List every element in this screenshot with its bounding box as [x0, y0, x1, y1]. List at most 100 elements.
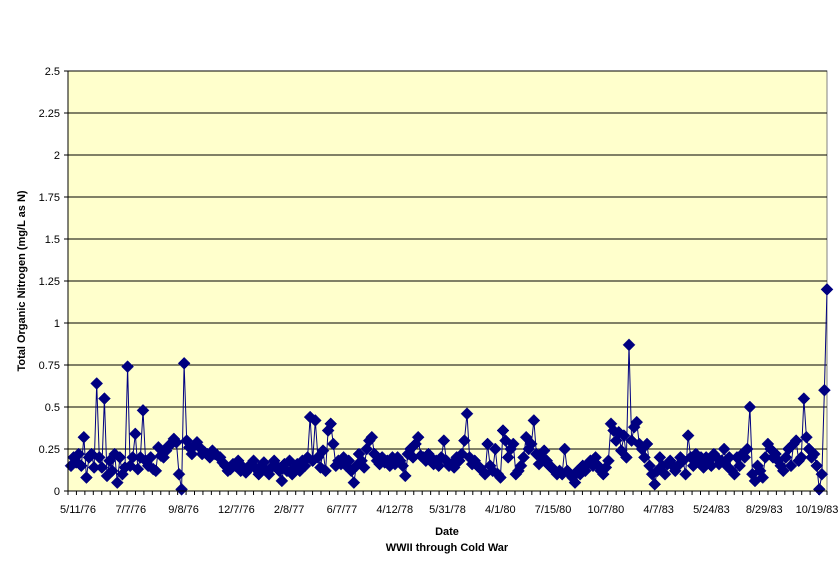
data-point	[494, 471, 507, 484]
x-tick-label: 2/8/77	[274, 504, 305, 516]
data-point	[776, 464, 790, 478]
data-point	[501, 451, 515, 464]
y-tick-label: 0.25	[39, 444, 60, 456]
data-point	[558, 442, 572, 456]
data-point	[303, 410, 317, 424]
x-tick-label: 8/29/83	[746, 504, 783, 516]
data-point	[141, 459, 155, 473]
data-point	[175, 482, 188, 496]
data-point	[488, 442, 502, 456]
data-point	[658, 467, 672, 481]
data-point	[134, 451, 147, 464]
data-point	[90, 377, 104, 390]
x-tick-label: 4/7/83	[643, 504, 674, 516]
data-point	[717, 442, 731, 456]
data-point	[411, 430, 425, 444]
data-point	[815, 467, 829, 481]
data-point	[524, 437, 538, 451]
x-tick-label: 10/7/80	[588, 504, 625, 516]
data-point	[800, 430, 813, 444]
data-point	[630, 415, 644, 429]
x-tick-label: 5/11/76	[60, 504, 96, 516]
x-tick-label: 10/19/83	[796, 504, 839, 516]
data-point	[648, 477, 662, 491]
data-point	[136, 404, 150, 417]
data-point	[316, 444, 330, 458]
data-point	[537, 444, 551, 458]
data-point	[74, 459, 88, 473]
data-point	[728, 467, 741, 481]
data-point	[308, 414, 322, 427]
x-axis-ticks: 5/11/76 7/7/76 9/8/76 12/7/76 2/8/77 6/7/77 4/…	[60, 491, 838, 516]
data-point	[784, 459, 798, 473]
data-point	[733, 459, 746, 473]
data-point	[92, 451, 106, 464]
data-point	[679, 467, 692, 481]
data-point	[396, 459, 410, 473]
x-tick-label: 12/7/76	[218, 504, 255, 516]
data-point	[527, 414, 541, 427]
data-point	[622, 338, 636, 352]
data-point	[609, 434, 623, 447]
y-axis-title: Total Organic Nitrogen (mg/L as N)	[16, 190, 28, 371]
data-point	[460, 407, 474, 421]
data-point	[398, 469, 412, 483]
data-point	[95, 461, 109, 474]
data-point	[357, 461, 371, 474]
data-point	[807, 447, 821, 461]
x-tick-label: 7/15/80	[535, 504, 572, 516]
x-tick-label: 4/1/80	[485, 504, 516, 516]
data-point	[72, 447, 86, 461]
x-tick-label: 5/24/83	[693, 504, 730, 516]
data-point	[789, 434, 803, 447]
y-tick-label: 1.5	[45, 234, 60, 246]
data-point	[437, 434, 451, 447]
data-point	[98, 392, 111, 405]
data-point	[740, 442, 754, 456]
y-tick-label: 2.25	[39, 108, 60, 120]
data-point	[105, 464, 119, 478]
y-axis-ticks: 0 0.25 0.5 0.75 1 1.25 1.5 1.75 2 2.25 2.5	[39, 66, 68, 498]
y-tick-label: 1	[54, 318, 60, 330]
x-tick-label: 5/31/78	[429, 504, 466, 516]
data-point	[314, 461, 327, 474]
data-point	[77, 430, 91, 444]
data-point	[324, 417, 338, 431]
data-point	[640, 437, 654, 451]
x-axis-subtitle: WWII through Cold War	[386, 542, 509, 554]
data-point	[170, 435, 183, 449]
y-tick-label: 1.75	[39, 192, 60, 204]
markers-group	[64, 283, 834, 496]
data-point	[347, 476, 361, 489]
data-point	[812, 482, 826, 496]
data-point	[481, 437, 494, 451]
data-point	[602, 454, 615, 468]
data-point	[121, 360, 134, 374]
data-point	[131, 462, 145, 476]
data-point	[172, 467, 186, 481]
data-point	[458, 434, 471, 447]
data-point	[743, 400, 757, 414]
data-point	[80, 471, 93, 484]
data-point	[756, 471, 770, 484]
x-tick-label: 7/7/76	[115, 504, 146, 516]
x-tick-label: 9/8/76	[168, 504, 199, 516]
data-point	[69, 456, 83, 469]
data-point	[326, 437, 340, 451]
x-tick-label: 6/7/77	[327, 504, 358, 516]
data-point	[365, 430, 379, 444]
x-axis-title: Date	[435, 526, 459, 538]
data-point	[517, 451, 530, 464]
data-point	[810, 459, 824, 473]
y-tick-label: 0.5	[45, 402, 60, 414]
data-point	[110, 476, 124, 489]
data-point	[319, 464, 332, 478]
data-point	[113, 451, 127, 464]
data-point	[275, 474, 289, 488]
y-tick-label: 0	[54, 486, 60, 498]
data-point	[342, 454, 356, 468]
y-tick-label: 1.25	[39, 276, 60, 288]
data-point	[506, 437, 520, 451]
data-point	[681, 429, 695, 442]
